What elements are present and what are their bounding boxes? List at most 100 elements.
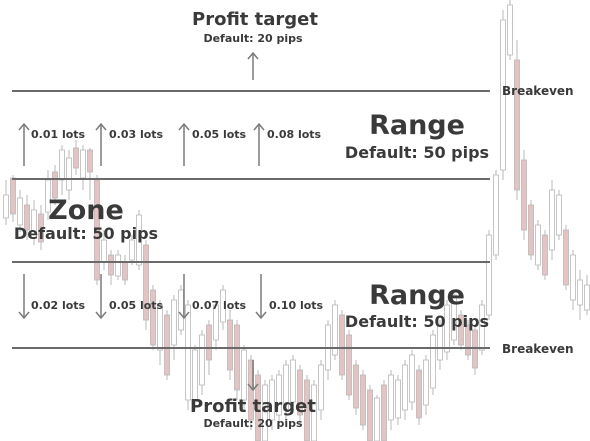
profit-target-bottom-title: Profit target (190, 396, 316, 417)
candle-body (290, 359, 296, 403)
zone-title: Zone (48, 195, 124, 226)
candle-body (444, 304, 450, 353)
candle-body (430, 334, 436, 389)
candle-body (38, 213, 44, 243)
candle-body (514, 59, 520, 191)
candle-body (304, 379, 310, 441)
candle-body (150, 289, 156, 346)
candle-body (570, 254, 576, 301)
candle-body (171, 299, 177, 346)
sell-lot-label-3: 0.07 lots (192, 299, 247, 312)
candle-body (143, 244, 149, 321)
candle-body (528, 204, 534, 256)
range-top-subtitle: Default: 50 pips (344, 143, 490, 162)
candle-body (31, 209, 37, 239)
candle-body (332, 304, 338, 356)
candle-body (353, 364, 359, 409)
sell-arrow-3-head (178, 311, 190, 320)
candle-body (563, 229, 569, 286)
profit-target-up-arrow-head (247, 51, 259, 60)
buy-lot-label-2: 0.03 lots (109, 128, 164, 141)
candle-body (220, 289, 226, 323)
candle-body (241, 349, 247, 401)
candle-body (122, 261, 128, 281)
candle-body (297, 369, 303, 416)
sell-arrow-4-head (255, 311, 267, 320)
zone-subtitle: Default: 50 pips (13, 224, 159, 243)
candle-body (374, 397, 380, 441)
candle-body (129, 239, 135, 261)
candle-body (164, 314, 170, 376)
candle-body (269, 379, 275, 421)
range-bottom-subtitle: Default: 50 pips (344, 312, 490, 331)
candle-body (458, 314, 464, 346)
candle-body (521, 159, 527, 231)
sell-arrow-1-head (18, 311, 30, 320)
candle-body (437, 324, 443, 361)
candle-body (381, 384, 387, 441)
profit-target-top-subtitle: Default: 20 pips (203, 32, 303, 45)
candle-body (486, 234, 492, 316)
candle-body (577, 279, 583, 306)
breakeven-bottom-label: Breakeven (502, 342, 574, 356)
buy-lot-label-3: 0.05 lots (192, 128, 247, 141)
candle-body (388, 374, 394, 421)
profit-target-bottom-subtitle: Default: 20 pips (203, 417, 303, 430)
buy-arrow-4-head (253, 122, 265, 131)
buy-arrow-1-head (18, 122, 30, 131)
candle-body (542, 234, 548, 276)
candle-body (17, 197, 23, 226)
candle-body (500, 19, 506, 171)
candle-body (178, 289, 184, 331)
candle-body (535, 224, 541, 266)
candle-body (199, 334, 205, 386)
candle-body (584, 284, 590, 311)
candle-body (3, 194, 9, 219)
candle-body (157, 304, 163, 351)
candle-body (493, 174, 499, 256)
candle-body (409, 354, 415, 403)
candle-body (52, 171, 58, 199)
candle-body (549, 189, 555, 251)
candle-body (206, 324, 212, 361)
candle-body (556, 194, 562, 236)
candle-body (234, 324, 240, 391)
candle-body (185, 304, 191, 401)
candle-body (311, 384, 317, 441)
candle-body (339, 314, 345, 376)
candle-body (108, 254, 114, 276)
sell-arrow-2-head (95, 311, 107, 320)
candle-body (136, 214, 142, 266)
candle-body (451, 294, 457, 341)
range-top-title: Range (369, 110, 465, 141)
candle-body (346, 334, 352, 396)
candle-body (66, 157, 72, 191)
candle-body (227, 319, 233, 371)
sell-lot-label-2: 0.05 lots (109, 299, 164, 312)
candle-body (10, 177, 16, 215)
candle-body (59, 149, 65, 181)
candle-body (479, 304, 485, 351)
candle-body (276, 374, 282, 416)
buy-arrow-3-head (178, 122, 190, 131)
candle-body (101, 239, 107, 263)
profit-target-top-title: Profit target (192, 9, 318, 30)
range-bottom-title: Range (369, 280, 465, 311)
candle-body (80, 149, 86, 179)
candle-body (213, 304, 219, 341)
breakeven-top-label: Breakeven (502, 84, 574, 98)
candle-body (416, 369, 422, 419)
candle-body (262, 384, 268, 441)
buy-lot-label-1: 0.01 lots (31, 128, 86, 141)
candle-body (255, 374, 261, 441)
candle-body (360, 374, 366, 426)
candle-body (115, 254, 121, 277)
profit-target-down-arrow-head (247, 383, 259, 392)
candle-body (318, 364, 324, 411)
candle-body (192, 349, 198, 401)
sell-lot-label-1: 0.02 lots (31, 299, 86, 312)
candle-body (367, 389, 373, 441)
candle-body (24, 204, 30, 231)
